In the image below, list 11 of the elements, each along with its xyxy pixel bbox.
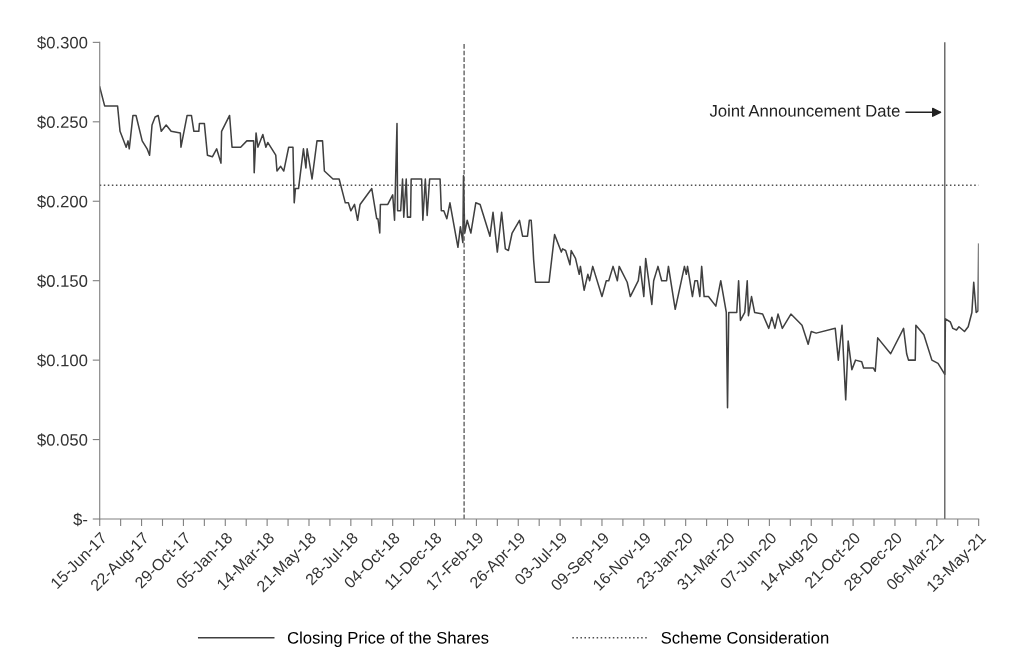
legend-label: Scheme Consideration [661, 631, 829, 644]
y-tick-label: $- [73, 512, 88, 527]
y-tick-label: $0.150 [37, 274, 88, 288]
y-tick-label: $0.100 [37, 353, 88, 368]
line-series [99, 86, 979, 409]
y-tick-label: $0.300 [37, 36, 88, 50]
y-tick-label: $0.200 [37, 194, 88, 209]
y-tick-label: $0.050 [37, 433, 88, 447]
annotation: Joint Announcement Date [709, 104, 900, 117]
y-tick-label: $0.250 [37, 115, 88, 129]
legend-label: Closing Price of the Shares [287, 631, 489, 647]
